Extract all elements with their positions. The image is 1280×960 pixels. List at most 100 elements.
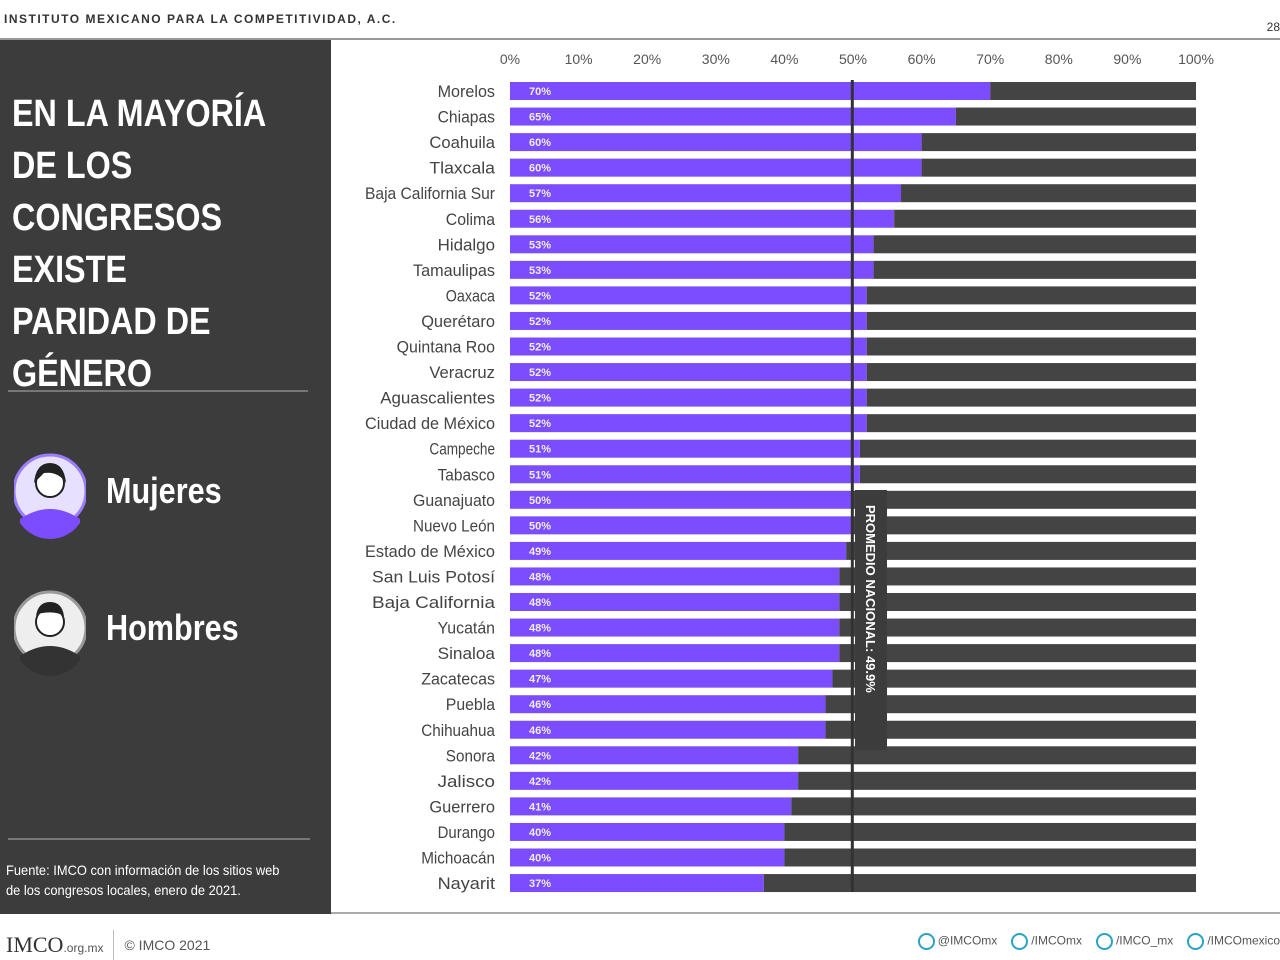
- category-label: Morelos: [438, 82, 495, 101]
- twitter-icon: [917, 933, 935, 950]
- data-label: 52%: [529, 342, 551, 354]
- data-label: 37%: [529, 878, 551, 890]
- data-label: 51%: [529, 469, 551, 481]
- category-label: Guerrero: [429, 797, 495, 816]
- divider: [0, 38, 1280, 40]
- category-label: Baja California: [372, 593, 496, 612]
- social-instagram[interactable]: /IMCO_mx: [1095, 933, 1173, 950]
- category-label: Tabasco: [438, 465, 495, 484]
- category-label: Colima: [446, 210, 496, 229]
- bar-hombres: [901, 184, 1196, 203]
- category-label: Quintana Roo: [397, 338, 495, 357]
- category-label: Guanajuato: [413, 491, 495, 510]
- category-label: Chiapas: [438, 108, 495, 127]
- bar-mujeres: [510, 822, 785, 841]
- bar-mujeres: [510, 133, 922, 152]
- bar-mujeres: [510, 797, 792, 816]
- legend-label: Hombres: [106, 607, 239, 648]
- legend-hombres: Hombres: [14, 580, 262, 676]
- data-label: 40%: [529, 827, 551, 839]
- category-label: Sinaloa: [438, 644, 496, 663]
- x-tick-label: 30%: [702, 51, 730, 67]
- data-label: 48%: [529, 623, 551, 635]
- facebook-icon: [1011, 933, 1029, 950]
- org-header: INSTITUTO MEXICANO PARA LA COMPETITIVIDA…: [4, 12, 397, 26]
- data-label: 50%: [529, 495, 551, 507]
- bar-mujeres: [510, 541, 847, 560]
- bar-hombres: [846, 541, 1196, 560]
- side-panel: EN LA MAYORÍA DE LOS CONGRESOS EXISTE PA…: [0, 40, 331, 914]
- social-links: @IMCOmx /IMCOmx /IMCO_mx /IMCOmexico: [917, 933, 1280, 950]
- data-label: 41%: [529, 801, 551, 813]
- divider: [113, 930, 115, 960]
- bar-mujeres: [510, 158, 922, 177]
- category-label: Jalisco: [438, 772, 495, 791]
- reference-label-box: [855, 490, 887, 750]
- data-label: 46%: [529, 699, 551, 711]
- bar-hombres: [798, 746, 1196, 765]
- bar-mujeres: [510, 388, 867, 407]
- category-label: Tlaxcala: [429, 159, 495, 178]
- social-linkedin[interactable]: /IMCOmexico: [1187, 933, 1280, 950]
- x-tick-label: 40%: [770, 51, 798, 67]
- bar-hombres: [825, 720, 1196, 739]
- bar-hombres: [839, 593, 1196, 611]
- bar-mujeres: [510, 669, 833, 688]
- bar-hombres: [894, 209, 1196, 228]
- bar-hombres: [873, 260, 1196, 279]
- footer: IMCO.org.mx © IMCO 2021: [6, 930, 210, 960]
- bar-mujeres: [510, 235, 874, 254]
- bar-mujeres: [510, 746, 799, 765]
- data-label: 53%: [529, 239, 551, 251]
- category-label: Campeche: [429, 440, 495, 459]
- bar-hombres: [832, 669, 1196, 688]
- category-label: Estado de México: [365, 542, 495, 561]
- bar-mujeres: [510, 260, 874, 279]
- category-label: Yucatán: [438, 619, 495, 638]
- bar-mujeres: [510, 363, 867, 382]
- data-label: 48%: [529, 571, 551, 583]
- social-twitter[interactable]: @IMCOmx: [917, 933, 997, 950]
- source-note: Fuente: IMCO con información de los siti…: [6, 862, 280, 898]
- category-label: Veracruz: [429, 363, 495, 382]
- imco-logo: IMCO.org.mx: [6, 932, 104, 957]
- bar-hombres: [866, 311, 1196, 330]
- data-label: 52%: [529, 316, 551, 328]
- data-label: 47%: [529, 674, 551, 686]
- data-label: 51%: [529, 444, 551, 456]
- bar-mujeres: [510, 644, 840, 663]
- divider: [8, 390, 308, 392]
- bar-hombres: [859, 439, 1196, 458]
- data-label: 48%: [529, 648, 551, 660]
- bar-mujeres: [510, 107, 956, 126]
- data-label: 65%: [529, 112, 551, 124]
- social-facebook[interactable]: /IMCOmx: [1011, 933, 1082, 950]
- bar-hombres: [839, 644, 1196, 663]
- bar-mujeres: [510, 311, 867, 330]
- data-label: 50%: [529, 520, 551, 532]
- bar-mujeres: [510, 720, 826, 739]
- data-label: 46%: [529, 725, 551, 737]
- divider: [8, 838, 310, 840]
- reference-label: PROMEDIO NACIONAL: 49.9%: [863, 505, 878, 693]
- x-tick-label: 0%: [500, 51, 520, 67]
- bar-mujeres: [510, 286, 867, 305]
- bar-mujeres: [510, 209, 895, 228]
- bar-hombres: [859, 465, 1196, 484]
- x-tick-label: 100%: [1178, 51, 1214, 67]
- data-label: 53%: [529, 265, 551, 277]
- data-label: 48%: [529, 597, 551, 609]
- data-label: 40%: [529, 853, 551, 865]
- bar-hombres: [791, 797, 1196, 816]
- bar-hombres: [921, 158, 1196, 177]
- category-label: Oaxaca: [446, 286, 496, 305]
- bar-hombres: [763, 874, 1196, 893]
- bar-mujeres: [510, 567, 840, 586]
- panel-title: EN LA MAYORÍA DE LOS CONGRESOS EXISTE PA…: [12, 93, 266, 395]
- x-tick-label: 80%: [1045, 51, 1073, 67]
- data-label: 56%: [529, 214, 551, 226]
- data-label: 42%: [529, 776, 551, 788]
- bar-hombres: [853, 516, 1196, 535]
- bar-mujeres: [510, 184, 902, 203]
- x-tick-label: 20%: [633, 51, 661, 67]
